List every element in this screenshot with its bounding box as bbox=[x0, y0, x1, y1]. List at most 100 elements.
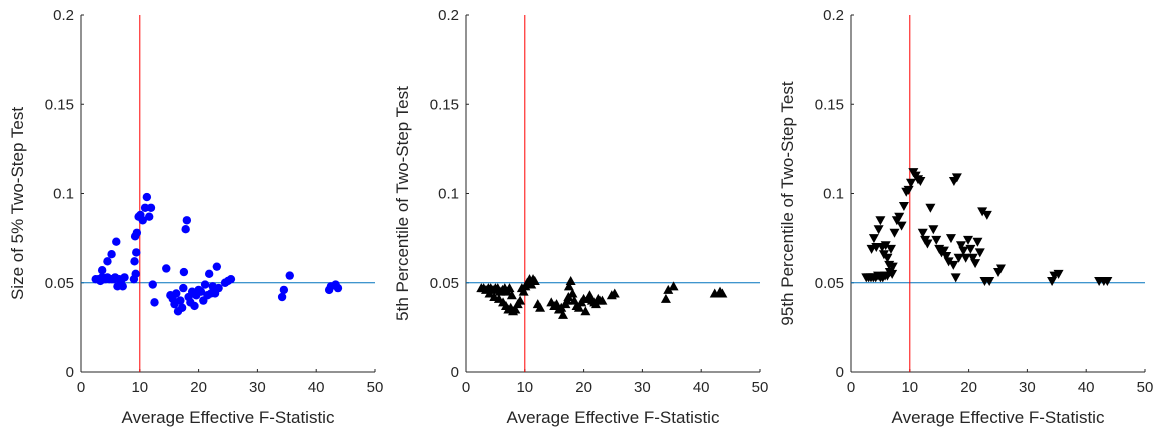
x-tick-label: 50 bbox=[1137, 379, 1154, 396]
x-tick-label: 40 bbox=[1078, 379, 1095, 396]
y-tick-label: 0.15 bbox=[45, 96, 74, 113]
x-tick-label: 30 bbox=[1019, 379, 1036, 396]
data-point bbox=[172, 289, 181, 298]
data-point bbox=[1053, 269, 1064, 279]
data-point bbox=[132, 228, 142, 237]
data-point bbox=[226, 274, 236, 284]
data-point bbox=[179, 283, 188, 293]
data-point bbox=[580, 306, 591, 316]
data-point bbox=[925, 203, 936, 213]
data-point bbox=[965, 244, 976, 254]
data-point bbox=[882, 253, 893, 263]
y-axis-label: 5th Percentile of Two-Step Test bbox=[393, 86, 412, 321]
data-point bbox=[875, 216, 886, 226]
data-point bbox=[484, 288, 495, 298]
data-point bbox=[660, 293, 671, 303]
data-point bbox=[200, 280, 210, 289]
data-point bbox=[146, 203, 156, 212]
data-point bbox=[518, 286, 529, 296]
x-tick-label: 0 bbox=[77, 379, 85, 396]
data-point bbox=[868, 234, 879, 244]
x-tick-label: 0 bbox=[847, 379, 855, 396]
y-tick-label: 0.1 bbox=[438, 186, 459, 203]
data-point bbox=[928, 225, 939, 235]
data-point bbox=[984, 276, 995, 286]
data-point bbox=[558, 309, 569, 319]
data-point bbox=[182, 216, 192, 225]
data-point bbox=[943, 257, 954, 267]
data-point bbox=[529, 275, 540, 285]
data-point bbox=[118, 282, 127, 291]
y-axis-label: Size of 5% Two-Step Test bbox=[8, 107, 27, 300]
data-point bbox=[181, 225, 190, 234]
data-point bbox=[162, 264, 171, 273]
data-point bbox=[190, 301, 199, 311]
data-point bbox=[103, 257, 112, 266]
data-point bbox=[563, 281, 574, 291]
data-point bbox=[981, 210, 992, 220]
data-point bbox=[941, 251, 952, 261]
data-point bbox=[887, 269, 898, 279]
data-point bbox=[880, 241, 891, 251]
y-tick-label: 0 bbox=[836, 364, 844, 381]
data-point bbox=[597, 295, 608, 305]
plot-area bbox=[81, 15, 375, 372]
data-point bbox=[565, 275, 576, 285]
data-point bbox=[663, 284, 674, 294]
data-point bbox=[130, 257, 139, 266]
x-tick-label: 50 bbox=[367, 379, 384, 396]
data-point bbox=[196, 287, 206, 296]
data-point bbox=[953, 253, 964, 263]
y-tick-label: 0.15 bbox=[815, 96, 844, 113]
y-tick-label: 0.2 bbox=[53, 7, 74, 24]
y-tick-label: 0.05 bbox=[430, 275, 459, 292]
data-point bbox=[563, 292, 574, 302]
data-point bbox=[285, 271, 294, 280]
x-tick-label: 30 bbox=[249, 379, 266, 396]
x-tick-label: 20 bbox=[960, 379, 977, 396]
x-axis-label: Average Effective F-Statistic bbox=[507, 408, 720, 427]
data-point bbox=[140, 203, 150, 212]
data-point bbox=[889, 228, 900, 238]
data-point bbox=[148, 280, 157, 289]
data-point bbox=[915, 177, 926, 187]
data-point bbox=[873, 225, 884, 235]
data-point bbox=[535, 302, 546, 312]
data-point bbox=[945, 234, 956, 244]
panel-5th-percentile: 0 10 20 30 40 50 0 0.05 0.1 0.15 0.2 Average Effect… bbox=[393, 7, 768, 427]
data-point bbox=[885, 244, 896, 254]
x-tick-label: 40 bbox=[693, 379, 710, 396]
data-point bbox=[177, 303, 187, 312]
panel-size-of-5-percent-test: 0 10 20 30 40 50 0 0.05 0.1 0.15 0.2 Average Effect… bbox=[8, 7, 383, 427]
data-point bbox=[138, 216, 147, 225]
x-tick-label: 50 bbox=[752, 379, 769, 396]
data-point bbox=[504, 283, 515, 293]
data-point bbox=[995, 264, 1006, 274]
data-point bbox=[97, 266, 107, 275]
data-point bbox=[132, 248, 141, 257]
data-point bbox=[717, 288, 728, 298]
x-axis-label: Average Effective F-Statistic bbox=[892, 408, 1105, 427]
y-axis-label: 95th Percentile of Two-Step Test bbox=[778, 81, 797, 325]
data-point bbox=[917, 228, 928, 238]
x-axis-label: Average Effective F-Statistic bbox=[122, 408, 335, 427]
data-point bbox=[896, 221, 907, 231]
x-tick-label: 40 bbox=[308, 379, 325, 396]
y-tick-label: 0.1 bbox=[823, 186, 844, 203]
data-point bbox=[887, 262, 898, 272]
data-point bbox=[214, 283, 223, 293]
data-point bbox=[668, 281, 679, 291]
panel-95th-percentile: 0 10 20 30 40 50 0 0.05 0.1 0.15 0.2 Average Effect… bbox=[778, 7, 1153, 427]
y-tick-label: 0.2 bbox=[823, 7, 844, 24]
data-point bbox=[277, 292, 287, 302]
data-point bbox=[970, 259, 981, 269]
data-point bbox=[131, 269, 140, 279]
data-point bbox=[179, 267, 189, 277]
data-point bbox=[951, 173, 962, 183]
y-tick-label: 0.15 bbox=[430, 96, 459, 113]
y-tick-label: 0.05 bbox=[815, 275, 844, 292]
data-point bbox=[573, 302, 584, 312]
y-tick-label: 0.1 bbox=[53, 186, 74, 203]
x-tick-label: 20 bbox=[575, 379, 592, 396]
y-tick-label: 0 bbox=[66, 364, 74, 381]
